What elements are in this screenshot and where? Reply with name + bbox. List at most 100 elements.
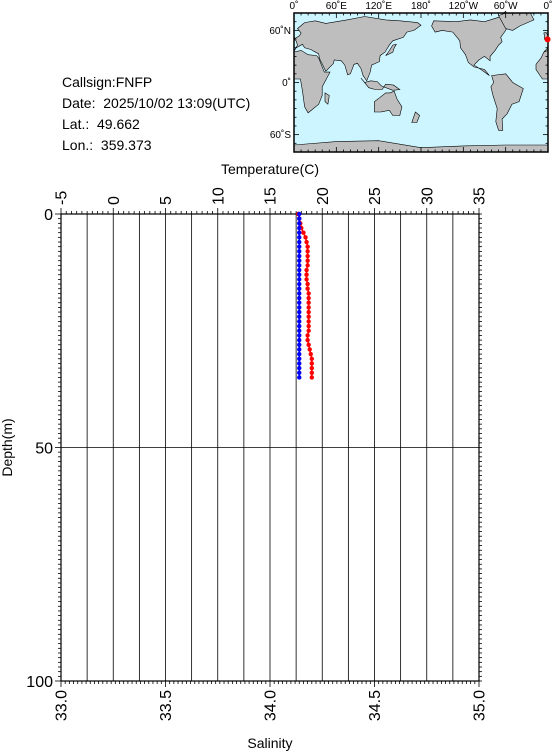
temperature-point xyxy=(306,328,311,333)
temperature-point xyxy=(306,319,311,324)
temperature-point xyxy=(305,263,310,268)
salinity-point xyxy=(297,295,302,301)
temperature-point xyxy=(309,365,314,371)
temperature-point xyxy=(306,342,311,347)
salinity-point xyxy=(297,263,302,268)
temperature-point xyxy=(305,281,310,287)
temperature-point xyxy=(304,272,309,277)
salinity-point xyxy=(297,356,302,361)
temperature-point xyxy=(306,323,311,329)
salinity-point xyxy=(297,351,302,357)
salinity-tick-label: 33.0 xyxy=(54,690,71,721)
salinity-point xyxy=(297,249,302,254)
temperature-point xyxy=(309,370,314,375)
map-lon-label: 60˚E xyxy=(326,0,347,12)
land-area xyxy=(324,92,330,105)
land-area xyxy=(293,16,422,82)
map-lat-label: 0˚ xyxy=(282,77,291,89)
temperature-point xyxy=(305,249,310,254)
salinity-point xyxy=(297,244,302,249)
salinity-point xyxy=(297,281,302,287)
salinity-point xyxy=(297,365,302,371)
depth-axis-title: Depth(m) xyxy=(0,418,15,476)
temperature-point xyxy=(305,258,310,263)
salinity-point xyxy=(297,272,302,277)
temperature-tick-label: 25 xyxy=(367,187,384,205)
map-lon-label: 0˚ xyxy=(544,0,553,12)
temperature-tick-label: 20 xyxy=(315,187,332,205)
salinity-point xyxy=(297,230,302,235)
land-area xyxy=(498,12,535,31)
temperature-point xyxy=(305,244,310,249)
temperature-point xyxy=(301,230,306,235)
temperature-axis-title: Temperature(C) xyxy=(221,161,319,177)
temperature-point xyxy=(306,309,311,315)
salinity-point xyxy=(297,333,302,338)
temperature-point xyxy=(308,351,313,357)
salinity-point xyxy=(297,300,302,305)
salinity-point xyxy=(297,286,302,291)
location-map: 0˚ 60˚E 120˚E 180˚ 120˚W 60˚W 0˚ 60˚N 0˚ 60˚S xyxy=(269,0,553,153)
salinity-point xyxy=(297,221,302,226)
salinity-tick-label: 34.5 xyxy=(367,690,384,721)
salinity-point xyxy=(297,239,302,245)
temperature-tick-label: 15 xyxy=(263,187,280,205)
salinity-tick-label: 33.5 xyxy=(158,690,175,721)
depth-tick-label: 0 xyxy=(44,207,53,224)
temperature-point xyxy=(306,300,311,305)
date-text: Date: 2025/10/02 13:09(UTC) xyxy=(62,95,251,111)
land-area xyxy=(385,43,397,56)
salinity-point xyxy=(297,361,302,366)
map-lon-label: 60˚W xyxy=(494,0,518,12)
land-area xyxy=(360,78,401,91)
salinity-point xyxy=(297,291,302,296)
temperature-point xyxy=(309,361,314,366)
salinity-point xyxy=(297,267,302,273)
salinity-point xyxy=(297,319,302,324)
temperature-point xyxy=(306,305,311,310)
temperature-tick-label: 30 xyxy=(419,187,436,205)
temperature-point xyxy=(304,267,309,273)
temperature-point xyxy=(309,356,314,361)
salinity-point xyxy=(297,342,302,347)
salinity-point xyxy=(297,277,302,282)
map-lat-label: 60˚N xyxy=(269,25,291,37)
salinity-point xyxy=(297,375,302,380)
salinity-point xyxy=(297,309,302,315)
temperature-tick-label: 35 xyxy=(472,187,489,205)
land-area xyxy=(374,90,403,116)
salinity-tick-label: 34.0 xyxy=(263,690,280,721)
station-info: Callsign:FNFP Date: 2025/10/02 13:09(UTC… xyxy=(62,72,250,156)
salinity-axis-title: Salinity xyxy=(247,735,292,751)
temperature-point xyxy=(303,235,308,240)
temperature-tick-label: -5 xyxy=(54,191,71,205)
land-area xyxy=(411,111,420,123)
depth-tick-label: 100 xyxy=(26,674,53,691)
temperature-point xyxy=(305,333,310,338)
salinity-point xyxy=(297,235,302,240)
land-area xyxy=(431,10,510,76)
salinity-point xyxy=(297,216,302,221)
salinity-point xyxy=(297,323,302,329)
salinity-point xyxy=(297,258,302,263)
temperature-point xyxy=(304,239,309,245)
latitude-text: Lat.: 49.662 xyxy=(62,116,140,132)
temperature-point xyxy=(305,253,310,259)
salinity-point xyxy=(297,305,302,310)
map-lon-label: 120˚W xyxy=(449,0,479,12)
map-lon-label: 0˚ xyxy=(290,0,299,12)
longitude-text: Lon.: 359.373 xyxy=(62,137,152,153)
map-lon-label: 120˚E xyxy=(365,0,392,12)
salinity-point xyxy=(297,337,302,343)
temperature-tick-label: 0 xyxy=(106,196,123,205)
salinity-point xyxy=(297,328,302,333)
station-marker xyxy=(544,36,551,43)
temperature-point xyxy=(309,375,314,380)
temperature-point xyxy=(304,277,309,282)
temperature-tick-label: 5 xyxy=(158,196,175,205)
map-lon-label: 180˚ xyxy=(411,0,431,12)
salinity-point xyxy=(297,347,302,352)
salinity-point xyxy=(297,225,302,231)
temperature-point xyxy=(305,286,310,291)
